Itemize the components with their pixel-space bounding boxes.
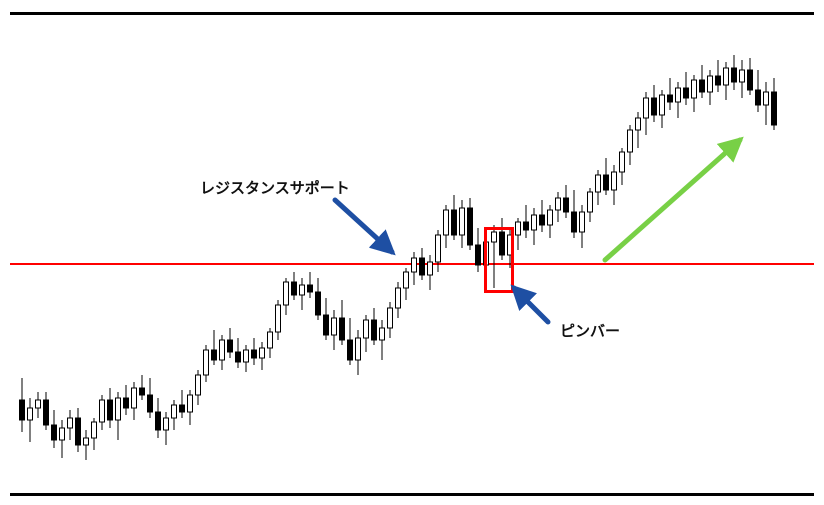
resistance-support-line [10, 263, 814, 265]
annotation-arrows [0, 0, 824, 505]
pinbar-highlight-box [484, 227, 514, 293]
candlestick-chart: レジスタンスサポート ピンバー [0, 0, 824, 505]
chart-top-border [10, 12, 814, 15]
candlestick-series [0, 0, 824, 505]
pinbar-label: ピンバー [560, 320, 620, 341]
chart-bottom-border [10, 493, 814, 496]
resistance-support-label: レジスタンスサポート [200, 177, 350, 198]
